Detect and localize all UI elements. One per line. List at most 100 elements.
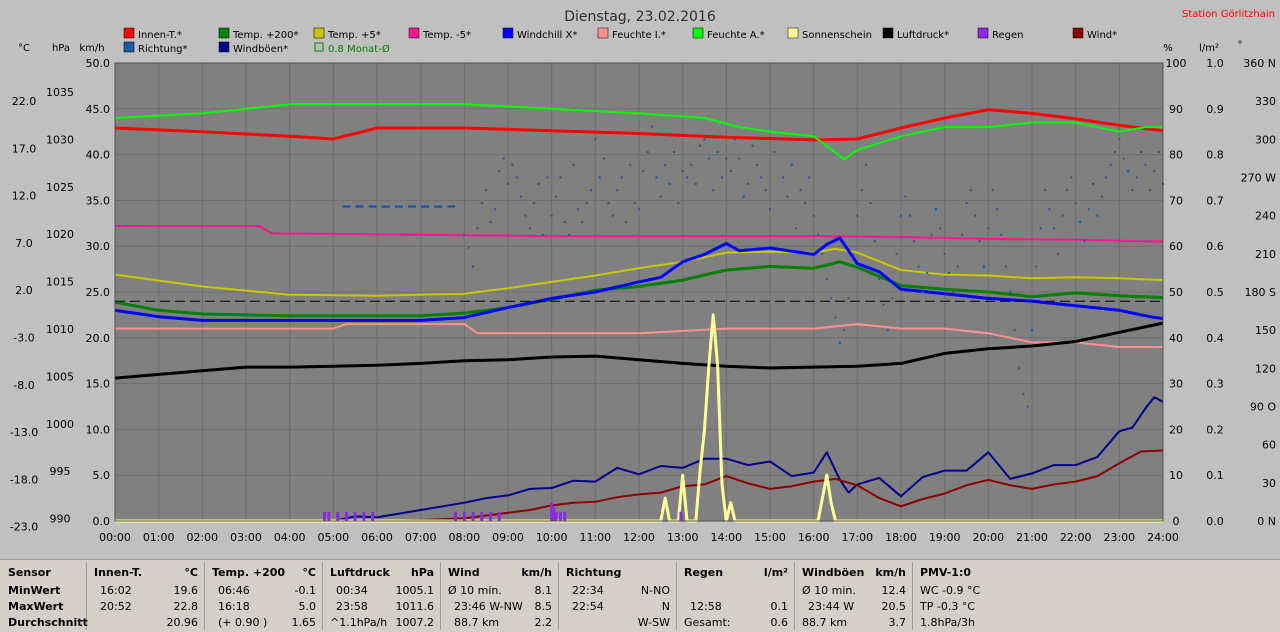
series-richtung-point	[760, 176, 763, 179]
series-richtung-point	[1131, 189, 1134, 192]
wind-row3-value: 2.2	[534, 616, 553, 629]
series-richtung-point	[808, 176, 811, 179]
series-richtung-point	[533, 201, 536, 204]
series-richtung-point	[537, 182, 540, 185]
series-richtung-point	[381, 205, 390, 208]
luftdruck-max-value: 1011.6	[395, 600, 435, 613]
series-richtung-point	[1157, 151, 1160, 154]
tick-time: 11:00	[579, 531, 611, 544]
tick-time: 10:00	[536, 531, 568, 544]
series-richtung-point	[1026, 405, 1029, 408]
tick-time: 06:00	[361, 531, 393, 544]
series-richtung-point	[467, 246, 470, 249]
series-richtung-point	[707, 157, 710, 160]
series-richtung-point	[782, 176, 785, 179]
series-richtung-point	[1100, 195, 1103, 198]
series-regen-bar	[497, 511, 501, 521]
series-richtung-point	[515, 176, 518, 179]
tick-kmh: 40.0	[86, 149, 111, 162]
series-richtung-point	[720, 176, 723, 179]
series-windchill-x-line	[114, 236, 1164, 322]
series-richtung-point	[1122, 157, 1125, 160]
series-richtung-point	[568, 233, 571, 236]
series-richtung-point	[1031, 329, 1033, 332]
series-richtung-point	[1057, 252, 1060, 255]
stat-regen: Regen l/m² 12:58 0.1 Gesamt: 0.6	[678, 562, 795, 630]
richtung-row3-value: W-SW	[637, 616, 670, 629]
axis-unit-deg: °	[1238, 40, 1243, 51]
stats-panel: Sensor MinWert MaxWert Durchschnitt Inne…	[0, 559, 1280, 632]
tick-lm2: 0.7	[1206, 194, 1224, 207]
tick-percent: 100	[1166, 57, 1187, 70]
series-richtung-point	[476, 227, 479, 230]
series-richtung-point	[1070, 176, 1073, 179]
series-richtung-point	[699, 144, 702, 147]
station-name: Station Görlitzhain	[1182, 9, 1275, 20]
tick-time: 22:00	[1060, 531, 1092, 544]
stat-boeen: Windböen km/h Ø 10 min. 12.4 23:44 W 20.…	[796, 562, 913, 630]
series-richtung-point	[489, 221, 492, 224]
temp200-min-value: -0.1	[294, 584, 316, 597]
boeen-row3-label: 88.7 km	[802, 616, 848, 629]
series-richtung-point	[463, 233, 466, 236]
legend-swatch	[314, 42, 324, 52]
series-richtung-point	[672, 151, 675, 154]
tick-celsius: 12.0	[12, 190, 37, 203]
luftdruck-trend: ^1.1hPa/h	[330, 616, 388, 629]
series-temp-5-line	[115, 225, 1164, 243]
wind-row2-value: 8.5	[534, 600, 553, 613]
legend-label: Temp. +200*	[232, 30, 298, 41]
tick-time: 13:00	[667, 531, 699, 544]
tick-percent: 70	[1169, 194, 1183, 207]
series-richtung-point	[1087, 208, 1090, 211]
series-richtung-point	[869, 201, 872, 204]
series-richtung-point	[633, 201, 636, 204]
series-richtung-point	[607, 201, 610, 204]
series-richtung-point	[1153, 170, 1156, 173]
tick-hpa: 1000	[46, 418, 74, 431]
temp200-max-value: 5.0	[298, 600, 317, 613]
series-richtung-point	[996, 208, 999, 211]
series-richtung-point	[1083, 240, 1086, 243]
series-regen-bar	[362, 511, 366, 521]
series-richtung-point	[1044, 189, 1047, 192]
series-regen-bar	[550, 502, 554, 521]
tick-time: 07:00	[405, 531, 437, 544]
legend-swatch	[218, 27, 230, 39]
tick-kmh: 35.0	[86, 194, 111, 207]
series-richtung-point	[943, 252, 946, 255]
series-richtung-point	[664, 163, 667, 166]
legend-label: Windböen*	[233, 44, 288, 55]
tick-deg: 120	[1255, 362, 1276, 375]
stat-wind: Wind km/h Ø 10 min. 8.1 23:46 W-NW 8.5 8…	[442, 562, 559, 630]
series-richtung-point	[520, 195, 523, 198]
tick-time: 21:00	[1016, 531, 1048, 544]
regen-row2-value: 0.1	[770, 600, 789, 613]
series-richtung-point	[882, 303, 885, 306]
legend-label: Regen	[992, 30, 1024, 41]
luftdruck-min-time: 00:34	[336, 584, 368, 597]
tick-time: 15:00	[754, 531, 786, 544]
legend-label: Wind*	[1087, 30, 1117, 41]
series-richtung-point	[891, 297, 894, 300]
series-temp-200-line	[114, 260, 1164, 318]
stat-regen-unit: l/m²	[763, 566, 788, 579]
series-richtung-point	[1039, 227, 1042, 230]
series-regen-group	[323, 502, 683, 521]
tick-percent: 90	[1169, 103, 1183, 116]
tick-time: 04:00	[274, 531, 306, 544]
series-richtung-point	[729, 170, 732, 173]
tick-lm2: 0.2	[1206, 423, 1224, 436]
tick-time: 16:00	[798, 531, 830, 544]
legend-label: Innen-T.*	[138, 30, 182, 41]
series-richtung-point	[913, 240, 916, 243]
series-richtung-point	[581, 221, 584, 224]
series-richtung-point	[921, 291, 924, 293]
series-richtung-point	[703, 138, 706, 141]
legend-label: Feuchte A.*	[707, 30, 765, 41]
tick-percent: 60	[1169, 240, 1183, 253]
tick-percent: 80	[1169, 149, 1183, 162]
temp200-avg-value: 1.65	[291, 616, 317, 629]
tick-hpa: 1015	[46, 276, 74, 289]
series-richtung-point	[659, 195, 662, 198]
